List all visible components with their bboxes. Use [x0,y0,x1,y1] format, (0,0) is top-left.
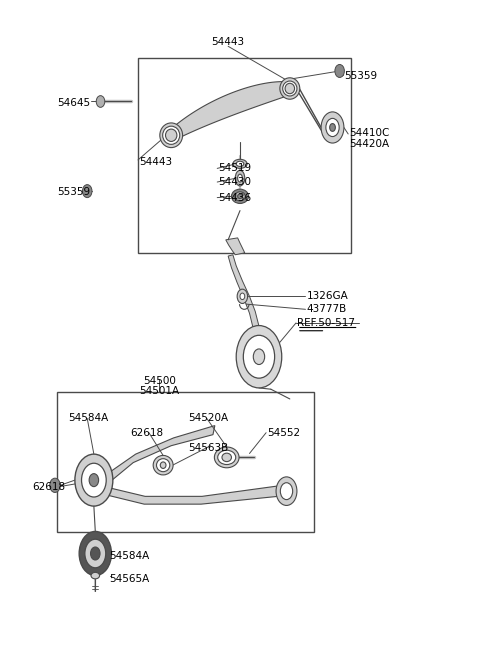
Circle shape [335,64,344,77]
Circle shape [321,112,344,143]
Circle shape [79,531,111,576]
Text: 54436: 54436 [219,193,252,202]
Text: 55359: 55359 [57,187,90,197]
Text: 54443: 54443 [139,157,172,167]
Ellipse shape [222,453,231,462]
Text: 54563B: 54563B [188,443,228,453]
Text: 54519: 54519 [219,163,252,174]
Circle shape [326,119,339,136]
Text: 62618: 62618 [32,481,65,492]
Ellipse shape [218,450,236,464]
Ellipse shape [163,126,180,144]
Circle shape [50,478,60,493]
Circle shape [82,463,106,497]
Circle shape [236,326,282,388]
Polygon shape [171,82,290,141]
Text: 54645: 54645 [57,98,90,109]
Circle shape [240,293,245,299]
Text: 54420A: 54420A [349,140,389,149]
Circle shape [96,96,105,107]
Bar [138,58,351,253]
Ellipse shape [238,194,242,198]
Ellipse shape [166,129,177,141]
Ellipse shape [153,455,173,475]
Circle shape [83,185,92,198]
Polygon shape [226,238,245,255]
Ellipse shape [283,81,297,96]
Ellipse shape [285,83,295,94]
Text: 1326GA: 1326GA [306,291,348,301]
Circle shape [89,474,98,487]
Text: 43777B: 43777B [306,305,347,314]
Circle shape [330,124,336,132]
Circle shape [280,483,293,500]
Circle shape [243,335,275,378]
Ellipse shape [156,458,170,472]
Ellipse shape [236,161,244,166]
Ellipse shape [160,123,182,147]
Text: 54430: 54430 [219,177,252,187]
Polygon shape [228,255,261,341]
Text: 54501A: 54501A [139,386,180,396]
Circle shape [253,349,264,365]
Circle shape [75,454,113,506]
Ellipse shape [160,462,166,468]
Polygon shape [104,486,278,504]
Text: 54584A: 54584A [109,551,150,561]
Text: 62618: 62618 [130,428,163,438]
Text: REF.50-517: REF.50-517 [297,318,355,328]
Ellipse shape [233,159,247,168]
Circle shape [85,539,106,568]
Text: 54552: 54552 [267,428,300,438]
Text: 55359: 55359 [344,71,377,81]
Bar [57,392,313,532]
Text: 54443: 54443 [212,37,245,47]
Ellipse shape [215,447,239,468]
Ellipse shape [280,78,300,99]
Text: 54520A: 54520A [188,413,228,423]
Ellipse shape [235,192,245,201]
Circle shape [237,290,248,303]
Circle shape [91,547,100,560]
Ellipse shape [238,174,242,182]
Text: 54565A: 54565A [109,574,150,584]
Polygon shape [106,426,215,485]
Text: 54500: 54500 [143,376,176,386]
Ellipse shape [235,170,245,186]
Ellipse shape [91,572,99,579]
Text: 54584A: 54584A [68,413,108,423]
Text: 54410C: 54410C [349,128,389,138]
Ellipse shape [231,189,249,204]
Circle shape [276,477,297,506]
